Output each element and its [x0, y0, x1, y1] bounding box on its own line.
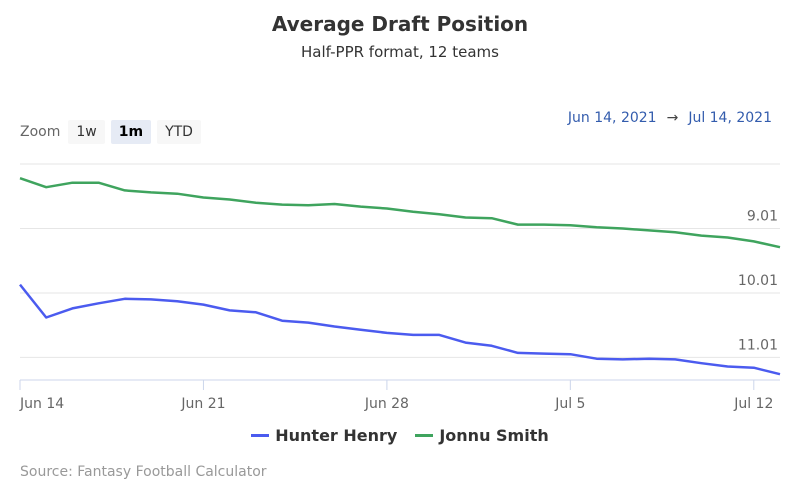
zoom-1w-button[interactable]: 1w — [68, 120, 105, 144]
zoom-1m-button[interactable]: 1m — [110, 120, 152, 144]
series-line-hunter-henry — [19, 283, 781, 376]
series-line-jonnu-smith — [19, 177, 781, 249]
source-credit: Source: Fantasy Football Calculator — [20, 464, 267, 480]
legend-swatch — [415, 434, 434, 437]
range-arrow: → — [666, 110, 679, 126]
legend-item-hunter-henry[interactable]: Hunter Henry — [251, 426, 397, 445]
range-from[interactable]: Jun 14, 2021 — [567, 110, 657, 126]
y-tick-label: 11.01 — [738, 337, 778, 353]
chart-title: Average Draft Position — [271, 12, 529, 36]
chart-subtitle: Half-PPR format, 12 teams — [301, 43, 499, 61]
chart-plot: 9.01 10.01 11.01 Jun 14 Jun 21 Jun 28 Jul 5 Jul… — [19, 163, 781, 412]
legend-swatch — [251, 434, 270, 437]
y-tick-label: 10.01 — [738, 273, 778, 289]
range-to[interactable]: Jul 14, 2021 — [688, 110, 772, 126]
y-tick-label: 9.01 — [747, 208, 778, 224]
zoom-label: Zoom — [20, 124, 61, 140]
legend: Hunter Henry Jonnu Smith — [0, 426, 800, 445]
zoom-controls: Zoom 1w 1m YTD — [20, 120, 201, 144]
x-tick-label: Jul 5 — [554, 396, 585, 412]
legend-label: Jonnu Smith — [439, 426, 549, 445]
x-tick-label: Jul 12 — [733, 396, 773, 412]
x-tick-label: Jun 14 — [19, 396, 64, 412]
x-tick-label: Jun 21 — [180, 396, 225, 412]
date-range: Jun 14, 2021 → Jul 14, 2021 — [568, 110, 772, 126]
zoom-ytd-button[interactable]: YTD — [157, 120, 201, 144]
legend-item-jonnu-smith[interactable]: Jonnu Smith — [415, 426, 549, 445]
x-tick-label: Jun 28 — [364, 396, 409, 412]
legend-label: Hunter Henry — [275, 426, 398, 445]
